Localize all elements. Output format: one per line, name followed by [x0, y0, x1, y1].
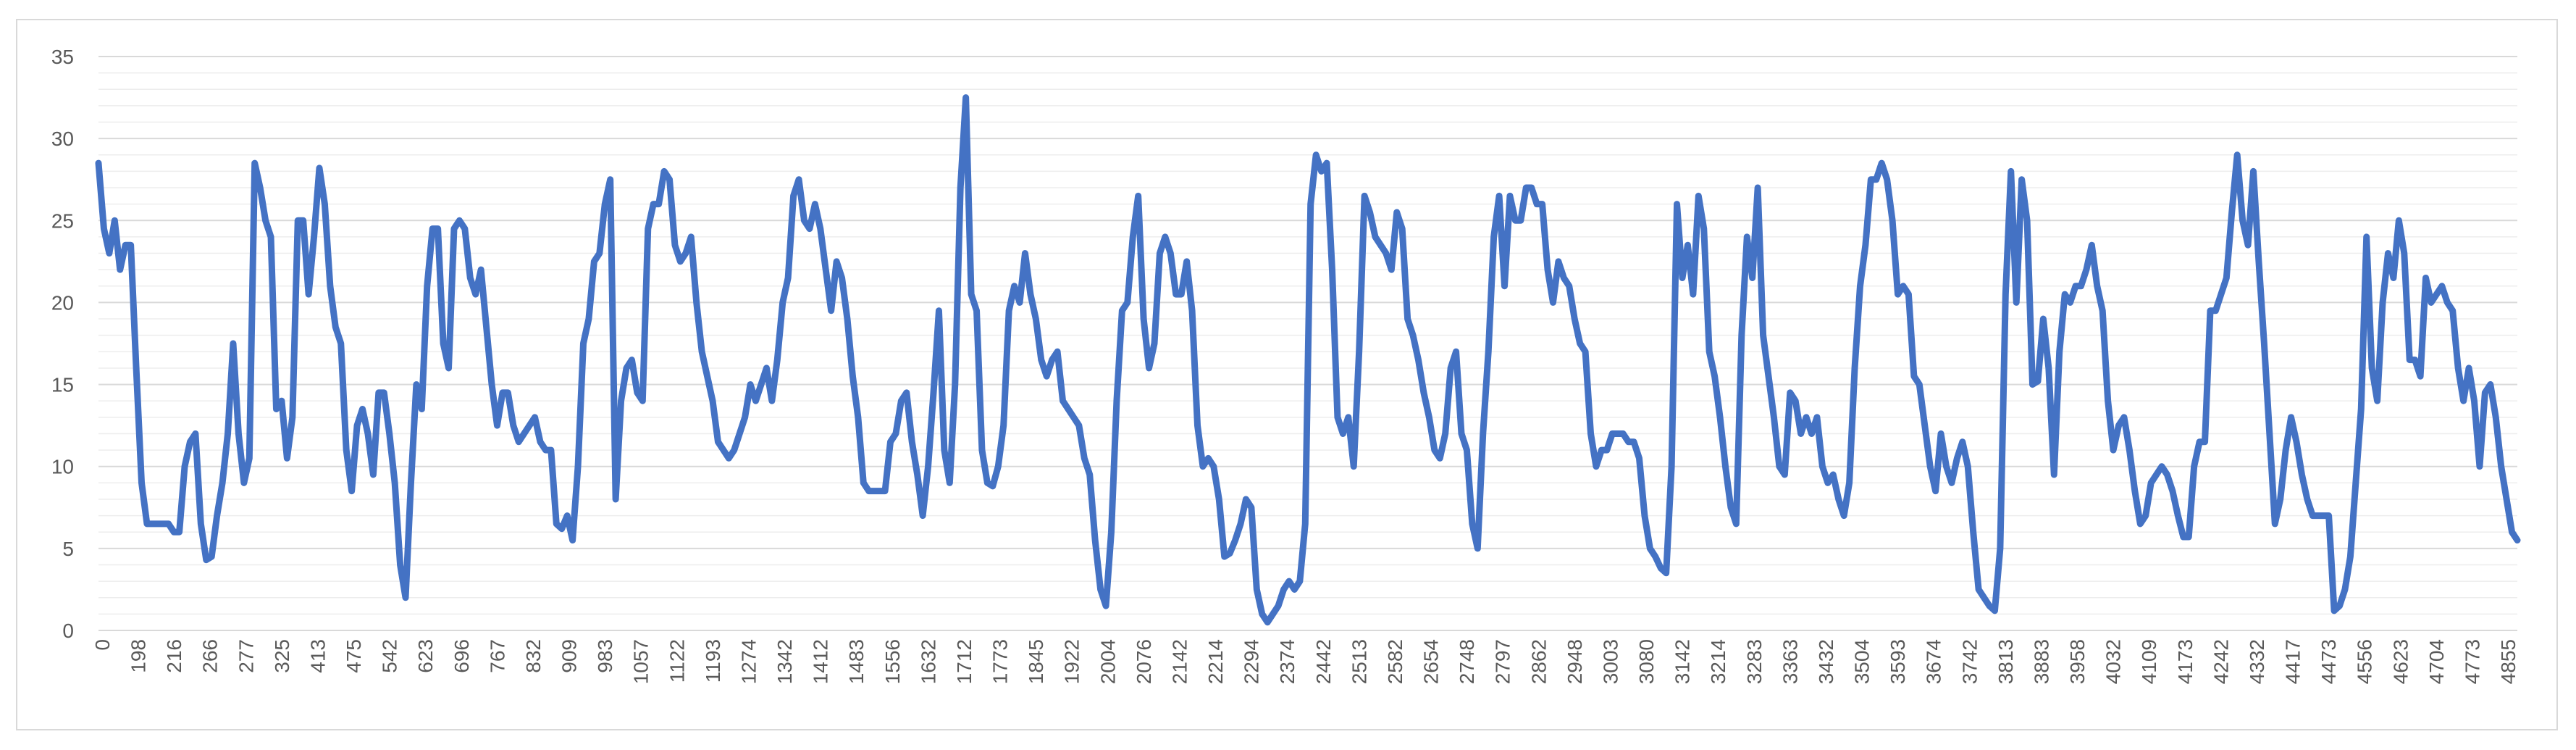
y-tick-label: 10: [51, 456, 74, 478]
x-tick-label: 1922: [1061, 639, 1083, 684]
x-tick-label: 1412: [810, 639, 832, 684]
x-tick-label: 2948: [1564, 639, 1586, 684]
x-tick-label: 1122: [666, 639, 688, 683]
x-tick-label: 909: [558, 639, 581, 673]
x-tick-label: 1712: [953, 639, 976, 684]
x-tick-label: 2442: [1312, 639, 1335, 684]
x-tick-label: 767: [486, 639, 508, 673]
x-tick-label: 2654: [1420, 639, 1443, 684]
x-tick-label: 2797: [1492, 639, 1514, 684]
y-tick-label: 20: [51, 291, 74, 314]
series-line-1: [95, 94, 2521, 626]
y-axis-ticks: 0 5 10 15 20 25 30 35: [51, 46, 74, 642]
x-tick-label: 2004: [1096, 639, 1119, 684]
x-tick-label: 983: [594, 639, 616, 673]
x-tick-label: 623: [414, 639, 437, 673]
y-tick-label: 0: [62, 620, 74, 642]
x-tick-label: 216: [163, 639, 185, 673]
chart-frame: 0 5 10 15 20 25 30 35 0 198 216 266 277 325 413 475 542…: [16, 19, 2558, 730]
x-tick-label: 2076: [1133, 639, 1155, 684]
x-tick-label: 0: [91, 639, 114, 651]
x-tick-label: 832: [522, 639, 545, 673]
x-tick-label: 3214: [1707, 639, 1729, 684]
y-tick-label: 35: [51, 46, 74, 68]
x-tick-label: 3003: [1599, 639, 1621, 684]
x-tick-label: 3813: [1994, 639, 2017, 684]
x-tick-label: 2294: [1241, 639, 1263, 684]
x-tick-label: 277: [235, 639, 257, 673]
x-tick-label: 1274: [737, 639, 760, 684]
x-tick-label: 1193: [702, 639, 724, 683]
x-tick-label: 4556: [2354, 639, 2376, 684]
x-tick-label: 198: [127, 639, 150, 673]
x-axis-ticks: 0 198 216 266 277 325 413 475 542 623 696 767 832 909…: [91, 639, 2520, 684]
x-tick-label: 4242: [2210, 639, 2232, 684]
x-tick-label: 1632: [917, 639, 939, 684]
x-tick-label: 413: [306, 639, 329, 673]
x-tick-label: 4704: [2425, 639, 2448, 684]
x-tick-label: 4332: [2246, 639, 2268, 684]
x-tick-label: 542: [379, 639, 401, 673]
x-tick-label: 3363: [1779, 639, 1801, 684]
x-tick-label: 3142: [1671, 639, 1694, 684]
x-tick-label: 4623: [2389, 639, 2412, 684]
x-tick-label: 3883: [2030, 639, 2052, 684]
x-tick-label: 1773: [989, 639, 1012, 684]
x-tick-label: 475: [343, 639, 365, 673]
x-tick-label: 3080: [1635, 639, 1658, 684]
y-tick-label: 5: [62, 538, 74, 560]
x-tick-label: 4855: [2497, 639, 2520, 684]
x-tick-label: 266: [199, 639, 222, 673]
series-group: [95, 94, 2521, 626]
y-tick-label: 15: [51, 374, 74, 396]
x-tick-label: 3958: [2066, 639, 2089, 684]
x-tick-label: 3593: [1887, 639, 1909, 684]
line-chart: 0 5 10 15 20 25 30 35 0 198 216 266 277 325 413 475 542…: [51, 46, 2521, 684]
x-tick-label: 2142: [1168, 639, 1191, 684]
x-tick-label: 4473: [2317, 639, 2340, 684]
x-tick-label: 3742: [1958, 639, 1981, 684]
x-tick-label: 3432: [1815, 639, 1837, 684]
x-tick-label: 1845: [1025, 639, 1047, 684]
x-tick-label: 1342: [773, 639, 796, 684]
x-tick-label: 2374: [1276, 639, 1299, 684]
x-tick-label: 3283: [1743, 639, 1766, 684]
x-tick-label: 2214: [1204, 639, 1227, 684]
x-tick-label: 2513: [1348, 639, 1370, 684]
x-tick-label: 696: [450, 639, 473, 673]
x-tick-label: 4773: [2461, 639, 2483, 684]
y-tick-label: 30: [51, 128, 74, 150]
x-tick-label: 3504: [1851, 639, 1874, 684]
x-tick-label: 325: [271, 639, 293, 673]
x-tick-label: 1483: [845, 639, 868, 684]
x-tick-label: 4109: [2138, 639, 2160, 684]
x-tick-label: 1057: [630, 639, 653, 684]
x-tick-label: 4417: [2282, 639, 2304, 684]
x-tick-label: 1556: [881, 639, 904, 684]
y-tick-label: 25: [51, 209, 74, 232]
x-tick-label: 2582: [1384, 639, 1406, 684]
x-tick-label: 4032: [2102, 639, 2125, 684]
x-tick-label: 2862: [1527, 639, 1550, 684]
x-tick-label: 3674: [1923, 639, 1945, 684]
x-tick-label: 2748: [1456, 639, 1478, 684]
x-tick-label: 4173: [2174, 639, 2197, 684]
